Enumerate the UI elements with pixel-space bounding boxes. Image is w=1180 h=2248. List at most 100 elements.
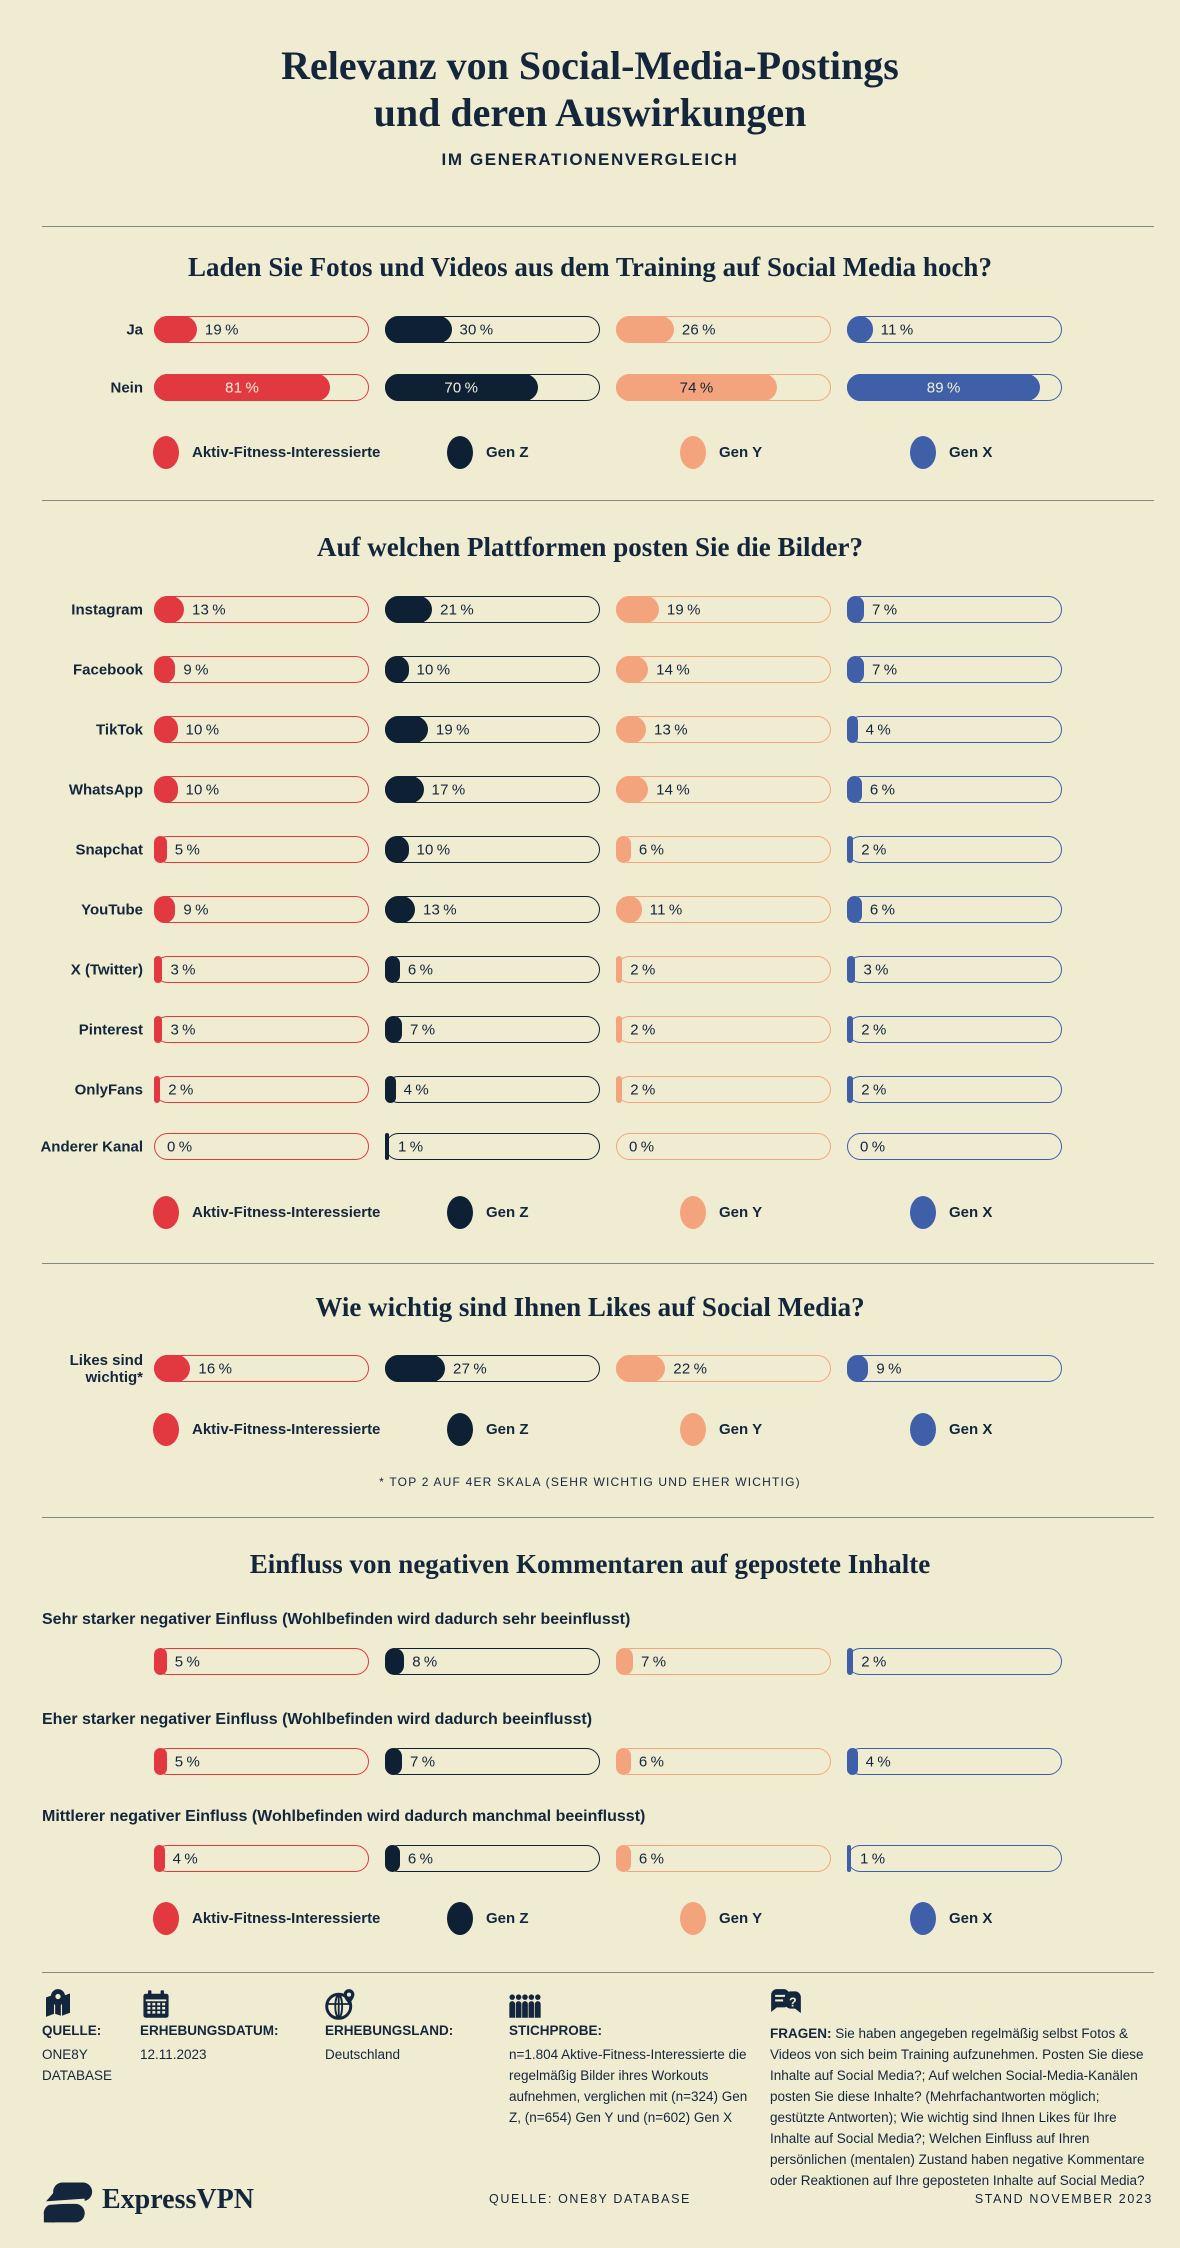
legend-label: Gen Y xyxy=(719,1204,763,1221)
bar-fill xyxy=(385,656,409,683)
bar-value-label: 3 % xyxy=(863,961,889,978)
bar-value-label: 14 % xyxy=(656,661,690,678)
row-label: Pinterest xyxy=(78,1021,143,1038)
bar-fill xyxy=(154,956,163,983)
bar-track-gen-x: 1 % xyxy=(847,1845,1062,1872)
bar-track-gen-z: 10 % xyxy=(385,836,600,863)
bar-value-label: 2 % xyxy=(630,961,656,978)
legend-label: Gen Z xyxy=(486,1204,529,1221)
bar-track-gen-y: 2 % xyxy=(616,956,831,983)
bar-value-label: 2 % xyxy=(861,1081,887,1098)
bar-value-label: 7 % xyxy=(410,1021,436,1038)
legend: Aktiv-Fitness-Interessierte Gen Z Gen Y Gen… xyxy=(0,1413,1180,1446)
row-label: Nein xyxy=(110,379,143,396)
page-title: Relevanz von Social-Media-Postings und de… xyxy=(0,42,1180,136)
legend-label: Aktiv-Fitness-Interessierte xyxy=(192,1910,381,1927)
legend-label: Gen X xyxy=(949,444,993,461)
legend: Aktiv-Fitness-Interessierte Gen Z Gen Y Gen… xyxy=(0,1902,1180,1935)
bar-track-aktiv-fitness-interessierte: 2 % xyxy=(154,1076,369,1103)
bar-value-label: 10 % xyxy=(416,661,451,678)
bar-fill xyxy=(385,596,433,623)
bar-value-label: 11 % xyxy=(880,321,914,338)
bar-row: Instagram 13 % 21 % 19 % 7 % xyxy=(0,596,1180,623)
bar-value-label: 8 % xyxy=(412,1653,438,1670)
bar-fill xyxy=(847,716,858,743)
legend-item: Aktiv-Fitness-Interessierte xyxy=(153,1413,380,1446)
footer-col-label: ERHEBUNGSDATUM: xyxy=(140,2023,279,2038)
bar-value-label: 3 % xyxy=(170,1021,196,1038)
bar-track-gen-z: 4 % xyxy=(385,1076,600,1103)
bar-value-label: 4 % xyxy=(865,721,891,738)
bar-fill xyxy=(847,836,854,863)
bar-track-gen-x: 6 % xyxy=(847,776,1062,803)
bar-fill xyxy=(154,1648,167,1675)
bar-track-gen-x: 89 % xyxy=(847,374,1062,401)
bar-row: TikTok 10 % 19 % 13 % 4 % xyxy=(0,716,1180,743)
bar-row: Likes sind wichtig* 16 % 27 % 22 % 9 % xyxy=(0,1352,1180,1386)
bar-track-gen-x: 11 % xyxy=(847,316,1062,343)
bar-fill xyxy=(154,596,184,623)
legend-item: Gen Z xyxy=(447,1902,529,1935)
section-title-likes: Wie wichtig sind Ihnen Likes auf Social … xyxy=(315,1292,865,1322)
bar-track-gen-z: 30 % xyxy=(385,316,600,343)
bar-fill xyxy=(847,896,862,923)
bar-value-label: 9 % xyxy=(183,901,209,918)
bar-track-gen-y: 26 % xyxy=(616,316,831,343)
bar-track-gen-x: 2 % xyxy=(847,1016,1062,1043)
bar-fill xyxy=(616,596,659,623)
legend-label: Gen Y xyxy=(719,1421,763,1438)
bar-value-label: 9 % xyxy=(876,1360,902,1377)
legend-dot xyxy=(153,1902,179,1935)
bar-track-aktiv-fitness-interessierte: 5 % xyxy=(154,836,369,863)
bar-track-gen-y: 19 % xyxy=(616,596,831,623)
bar-fill xyxy=(847,776,862,803)
legend-dot xyxy=(447,1902,473,1935)
bar-value-label: 0 % xyxy=(860,1138,886,1155)
bar-row: Facebook 9 % 10 % 14 % 7 % xyxy=(0,656,1180,683)
footer-col-label: QUELLE: xyxy=(42,2023,102,2038)
bar-row: Nein 81 % 70 % 74 % 89 % xyxy=(0,374,1180,401)
legend-dot xyxy=(910,1196,936,1229)
legend-dot xyxy=(153,1413,179,1446)
footer-col-value: Deutschland xyxy=(325,2047,401,2062)
legend-label: Gen Y xyxy=(719,1910,763,1927)
bar-track-gen-y: 6 % xyxy=(616,1748,831,1775)
bar-fill xyxy=(385,1076,396,1103)
footer-questions-text: Sie haben angegeben regelmäßig selbst Fo… xyxy=(770,2026,1145,2188)
footer-col-label: ERHEBUNGSLAND: xyxy=(325,2023,454,2038)
bar-track-gen-y: 74 % xyxy=(616,374,831,401)
legend-item: Aktiv-Fitness-Interessierte xyxy=(153,1902,380,1935)
legend-label: Gen Z xyxy=(486,1421,529,1438)
bar-value-label: 81 % xyxy=(225,379,259,396)
bar-track-aktiv-fitness-interessierte: 4 % xyxy=(154,1845,369,1872)
legend-item: Gen Y xyxy=(680,1902,762,1935)
divider xyxy=(42,1517,1154,1518)
bar-value-label: 89 % xyxy=(926,379,961,396)
bar-fill xyxy=(616,896,642,923)
bar-value-label: 2 % xyxy=(168,1081,194,1098)
bar-fill xyxy=(847,1355,869,1382)
bar-value-label: 6 % xyxy=(869,781,896,798)
bar-fill xyxy=(616,716,646,743)
footer-col-value: 12.11.2023 xyxy=(140,2047,207,2062)
legend-dot xyxy=(447,1413,473,1446)
bar-value-label: 1 % xyxy=(398,1138,424,1155)
footnote: * TOP 2 AUF 4ER SKALA (SEHR WICHTIG UND … xyxy=(379,1475,801,1489)
bar-fill xyxy=(154,896,176,923)
legend-label: Gen Z xyxy=(486,1910,529,1927)
bar-value-label: 27 % xyxy=(453,1360,487,1377)
bar-fill xyxy=(616,956,623,983)
bar-track-gen-x: 7 % xyxy=(847,656,1062,683)
bar-value-label: 7 % xyxy=(410,1753,436,1770)
bar-row: OnlyFans 2 % 4 % 2 % 2 % xyxy=(0,1076,1180,1103)
footer-questions-label: FRAGEN: xyxy=(770,2026,832,2041)
bar-track-gen-z: 7 % xyxy=(385,1748,600,1775)
bar-value-label: 30 % xyxy=(459,321,494,338)
legend-label: Gen X xyxy=(949,1421,993,1438)
bar-fill xyxy=(154,316,197,343)
bar-track-gen-y: 13 % xyxy=(616,716,831,743)
bar-fill xyxy=(154,656,176,683)
bar-value-label: 5 % xyxy=(174,1653,201,1670)
bar-track-gen-x: 2 % xyxy=(847,1648,1062,1675)
